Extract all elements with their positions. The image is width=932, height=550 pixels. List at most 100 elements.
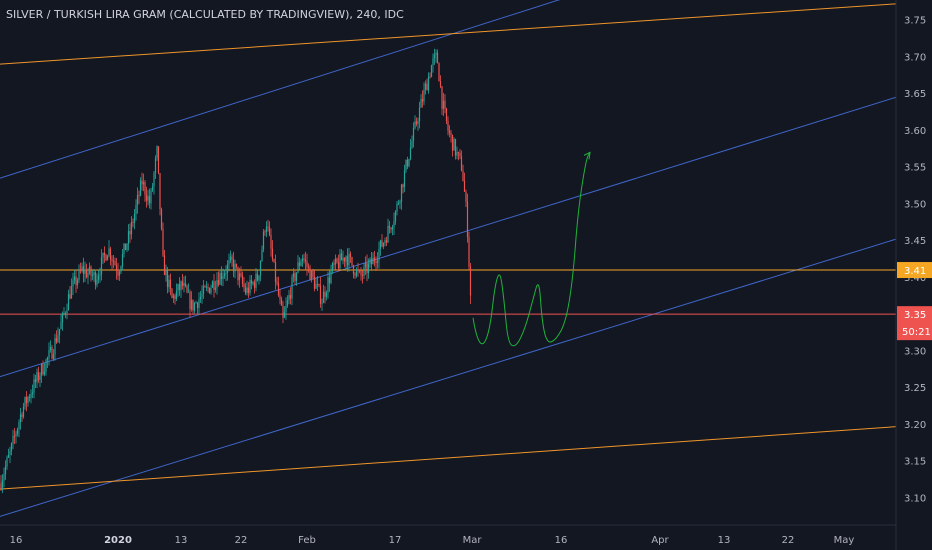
candle-body <box>121 253 124 267</box>
y-tick-label: 3.15 <box>904 457 926 468</box>
x-tick-label: 13 <box>175 535 188 546</box>
candle-body <box>255 273 257 288</box>
candle-body <box>66 310 68 314</box>
candle-body <box>52 354 55 359</box>
candle-body <box>198 299 200 308</box>
candle-body <box>316 284 319 285</box>
candle-body <box>57 335 59 342</box>
candle-body <box>34 379 37 382</box>
candle-body <box>438 63 440 82</box>
candle-body <box>241 275 244 284</box>
x-tick-label: 2020 <box>104 535 132 546</box>
candle-body <box>244 287 247 293</box>
candle-body <box>73 276 76 281</box>
candle-body <box>400 184 403 202</box>
candle-body <box>234 263 236 272</box>
candle-body <box>36 372 38 382</box>
candle-body <box>436 52 439 64</box>
candle-body <box>195 302 197 304</box>
candle-body <box>84 269 86 274</box>
candle-body <box>90 266 92 276</box>
candle-body <box>420 98 422 108</box>
candle-body <box>168 279 170 288</box>
candle-body <box>25 397 28 404</box>
x-tick-label: 13 <box>718 535 731 546</box>
candle-body <box>64 313 67 314</box>
candle-body <box>423 89 425 102</box>
candle-body <box>358 270 361 272</box>
candle-body <box>63 313 65 314</box>
candle-body <box>58 329 61 336</box>
candle-body <box>165 269 167 276</box>
candle-body <box>228 260 230 265</box>
candle-body <box>427 76 430 91</box>
y-tick-label: 3.45 <box>904 236 926 247</box>
candle-body <box>81 266 83 271</box>
candle-body <box>177 284 179 291</box>
candle-body <box>184 283 187 286</box>
candle-body <box>27 397 29 404</box>
candle-body <box>357 269 359 271</box>
candle-body <box>441 86 443 109</box>
candle-body <box>286 300 289 306</box>
candle-body <box>262 231 265 250</box>
candle-body <box>231 256 233 260</box>
projection-path[interactable] <box>472 152 591 347</box>
candle-body <box>414 121 416 129</box>
candle-body <box>148 196 151 204</box>
candle-body <box>40 364 43 376</box>
time-axis[interactable]: 16 2020 13 22 Feb 17 Mar 16 Apr 13 22 May <box>10 535 855 546</box>
blue-channel-bottom[interactable] <box>0 238 897 517</box>
blue-channel-top[interactable] <box>0 0 588 179</box>
candle-body <box>87 273 89 278</box>
candle-body <box>111 259 113 261</box>
candle-body <box>375 261 377 263</box>
orange-channel-bottom[interactable] <box>0 426 897 490</box>
candle-body <box>22 406 25 417</box>
candle-body <box>124 243 127 251</box>
candle-body <box>267 226 269 228</box>
candle-body <box>399 201 401 204</box>
orange-channel-top[interactable] <box>0 3 897 65</box>
candle-body <box>153 172 155 187</box>
candle-body <box>442 100 445 109</box>
resistance-badge <box>897 262 932 279</box>
candle-body <box>12 435 14 444</box>
candle-body <box>144 182 146 195</box>
candle-body <box>51 347 53 359</box>
candle-body <box>408 159 410 167</box>
candle-body <box>120 266 122 272</box>
candle-body <box>355 269 358 276</box>
candle-body <box>333 263 335 265</box>
candle-body <box>294 273 296 281</box>
candle-body <box>49 347 52 351</box>
candle-body <box>37 372 40 381</box>
candle-body <box>445 108 448 122</box>
candle-body <box>343 257 346 262</box>
candle-body <box>279 295 281 300</box>
candle-body <box>462 170 464 181</box>
candle-body <box>447 121 449 131</box>
candle-body <box>48 350 50 358</box>
candle-body <box>373 257 376 262</box>
candle-body <box>354 273 356 276</box>
candle-body <box>312 270 314 277</box>
candle-body <box>403 170 406 188</box>
candle-body <box>223 273 226 277</box>
candle-body <box>315 284 317 289</box>
candle-body <box>186 285 188 293</box>
y-tick-label: 3.30 <box>904 346 926 357</box>
candle-body <box>304 259 307 262</box>
candle-body <box>163 255 166 276</box>
candle-body <box>141 180 143 185</box>
candle-body <box>456 152 458 156</box>
candle-body <box>100 257 103 275</box>
blue-channel-mid[interactable] <box>0 96 897 378</box>
candle-body <box>318 284 320 286</box>
x-tick-label: May <box>834 535 855 546</box>
candle-body <box>412 128 415 142</box>
candle-body <box>430 65 433 78</box>
candle-body <box>132 221 134 223</box>
candle-body <box>24 397 26 407</box>
